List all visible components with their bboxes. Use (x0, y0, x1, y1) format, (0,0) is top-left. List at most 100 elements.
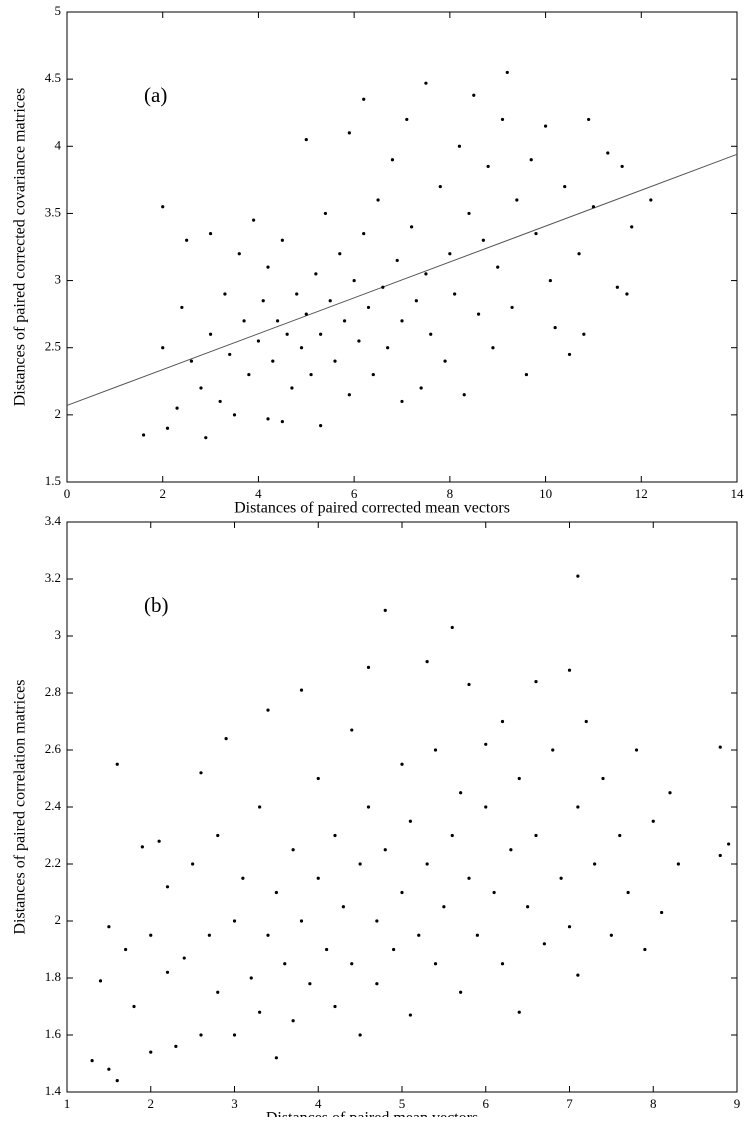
data-point (593, 862, 597, 866)
data-point (438, 184, 442, 189)
y-tick-label: 2.4 (45, 798, 62, 813)
data-point (425, 660, 429, 664)
y-tick-label: 2.8 (45, 684, 61, 699)
data-point (376, 198, 380, 202)
data-point (275, 319, 280, 323)
data-point (224, 737, 228, 741)
data-point (553, 325, 557, 330)
data-point (375, 919, 379, 923)
x-tick-label: 2 (159, 486, 166, 501)
data-point (486, 164, 490, 169)
data-point (149, 933, 153, 937)
data-point (366, 305, 371, 310)
data-point (285, 332, 289, 336)
data-point (274, 1056, 278, 1060)
data-point (529, 158, 533, 162)
data-point (174, 1044, 178, 1048)
data-point (534, 231, 538, 236)
data-point (249, 976, 253, 980)
data-point (274, 890, 278, 895)
data-point (223, 292, 227, 296)
data-point (543, 124, 548, 128)
data-point (325, 947, 329, 952)
data-point (576, 805, 580, 809)
data-point (718, 853, 722, 858)
y-tick-label: 5 (55, 3, 62, 18)
data-point (228, 352, 232, 357)
data-point (347, 131, 351, 135)
data-point (140, 845, 144, 849)
data-point (319, 424, 323, 428)
data-point (472, 93, 476, 97)
y-tick-label: 3 (55, 627, 62, 642)
data-point (591, 205, 596, 209)
data-point (299, 919, 304, 923)
plot-frame (66, 11, 738, 483)
data-point (271, 359, 275, 363)
data-point (247, 372, 251, 377)
data-point (500, 117, 505, 122)
x-tick-label: 2 (148, 1096, 155, 1111)
data-point (180, 305, 184, 310)
data-point (232, 413, 237, 417)
x-tick-label: 8 (650, 1096, 657, 1111)
data-point (491, 346, 495, 350)
data-point (291, 1019, 295, 1023)
data-point (366, 665, 371, 669)
data-point (232, 919, 237, 923)
x-tick-label: 12 (635, 486, 648, 501)
data-point (258, 1010, 262, 1014)
data-point (500, 962, 505, 966)
y-tick-label: 4 (55, 137, 62, 152)
data-point (291, 848, 295, 852)
data-point (256, 339, 261, 343)
data-point (409, 225, 414, 229)
data-point (333, 359, 337, 363)
data-point (524, 372, 529, 377)
data-point (316, 876, 320, 880)
data-point (390, 158, 395, 162)
data-point (567, 925, 572, 929)
data-point (443, 359, 447, 363)
y-tick-label: 2 (55, 912, 62, 927)
data-point (358, 1033, 362, 1037)
data-point (333, 833, 337, 838)
data-point (450, 833, 454, 838)
data-point (266, 265, 270, 269)
data-point (496, 265, 500, 269)
data-point (668, 791, 672, 795)
data-point (609, 933, 613, 937)
data-point (505, 70, 509, 75)
x-axis-label: Distances of paired mean vectors (266, 1110, 478, 1117)
data-point (115, 1079, 119, 1083)
data-point (660, 910, 664, 915)
data-point (366, 805, 371, 809)
x-tick-label: 6 (483, 1096, 490, 1111)
data-point (314, 272, 318, 276)
data-point (442, 905, 446, 909)
data-point (515, 198, 519, 202)
data-point (718, 745, 722, 749)
data-point (218, 399, 222, 404)
data-point (342, 319, 347, 323)
y-tick-label: 1.4 (45, 1083, 62, 1098)
data-point (280, 238, 284, 242)
data-point (319, 332, 323, 336)
data-point (453, 292, 457, 296)
data-point (582, 332, 586, 336)
data-point (204, 436, 208, 440)
data-point (199, 1033, 203, 1037)
data-point (400, 762, 404, 766)
data-point (643, 947, 647, 952)
data-point (199, 386, 203, 390)
data-point (283, 962, 287, 966)
data-point (216, 990, 220, 994)
data-point (424, 272, 428, 276)
data-point (567, 352, 572, 357)
data-point (333, 1004, 337, 1009)
data-point (386, 346, 390, 350)
data-point (601, 776, 605, 781)
data-point (161, 346, 165, 350)
y-tick-label: 1.5 (45, 473, 61, 488)
data-point (484, 805, 488, 809)
